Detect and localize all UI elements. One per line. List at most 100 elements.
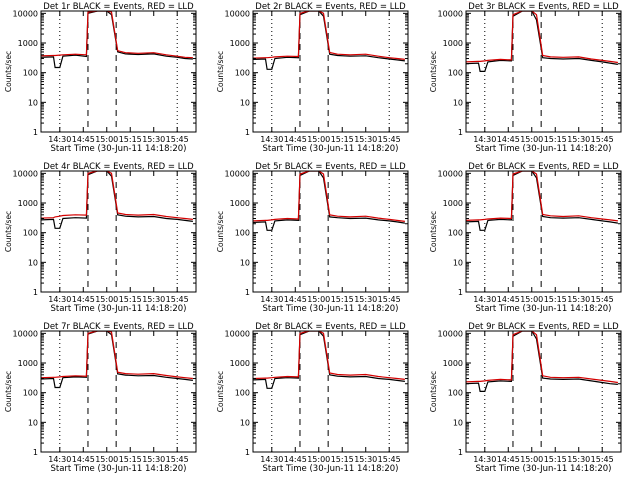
- y-tick-label: 10: [453, 418, 463, 427]
- y-tick-label: 1: [33, 288, 38, 297]
- x-axis-title: Start Time (30-Jun-11 14:18:20): [476, 464, 612, 474]
- plot-frame: [40, 170, 197, 293]
- y-tick-label: 10: [453, 98, 463, 107]
- x-tick-label: 15:45: [591, 455, 614, 464]
- y-tick-label: 1000: [230, 39, 250, 48]
- x-tick-label: 15:30: [354, 135, 377, 144]
- x-tick-label: 14:45: [284, 135, 307, 144]
- x-tick-label: 14:30: [48, 135, 71, 144]
- y-tick-label: 1: [33, 448, 38, 457]
- series-lld-line: [466, 171, 618, 222]
- x-tick-label: 15:15: [119, 455, 142, 464]
- x-tick-label: 15:30: [354, 295, 377, 304]
- y-tick-label: 1: [245, 128, 250, 137]
- x-tick-label: 14:30: [48, 455, 71, 464]
- x-tick-label: 15:45: [166, 455, 189, 464]
- x-tick-label: 15:30: [567, 455, 590, 464]
- x-tick-label: 15:45: [378, 135, 401, 144]
- panel-title: Det 4r BLACK = Events, RED = LLD: [43, 162, 194, 172]
- series-events-line: [253, 171, 405, 231]
- y-tick-label: 10000: [13, 9, 38, 18]
- x-tick-label: 14:30: [473, 295, 496, 304]
- plot-frame: [465, 10, 622, 133]
- y-tick-label: 1: [33, 128, 38, 137]
- y-tick-label: 10000: [438, 329, 463, 338]
- y-tick-label: 100: [23, 69, 38, 78]
- x-axis-title: Start Time (30-Jun-11 14:18:20): [263, 464, 399, 474]
- y-axis-title: Counts/sec: [4, 371, 13, 412]
- x-tick-label: 14:30: [260, 455, 283, 464]
- y-tick-label: 100: [23, 389, 38, 398]
- plot-frame: [252, 10, 409, 133]
- series-events-line: [466, 171, 618, 231]
- x-tick-label: 14:30: [260, 135, 283, 144]
- panel-title: Det 7r BLACK = Events, RED = LLD: [43, 322, 194, 332]
- x-tick-label: 15:15: [119, 135, 142, 144]
- panel-title: Det 1r BLACK = Events, RED = LLD: [43, 2, 194, 12]
- plot-frame: [40, 10, 197, 133]
- plot-frame: [465, 170, 622, 293]
- x-tick-label: 15:45: [591, 295, 614, 304]
- series-events-line: [466, 11, 618, 73]
- series-events-line: [41, 171, 193, 229]
- x-tick-label: 15:45: [166, 135, 189, 144]
- y-tick-label: 10: [240, 418, 250, 427]
- series-events-line: [466, 331, 618, 392]
- x-tick-label: 15:30: [142, 455, 165, 464]
- x-tick-label: 14:45: [72, 295, 95, 304]
- x-tick-label: 15:00: [307, 295, 330, 304]
- detector-panel-8: 1 10 100 1000 10000 14:30 14:45 15:00 15:15 15:30…: [216, 322, 409, 474]
- plot-frame: [40, 330, 197, 453]
- y-tick-label: 1000: [443, 199, 463, 208]
- panel-title: Det 3r BLACK = Events, RED = LLD: [468, 2, 619, 12]
- plot-frame: [252, 170, 409, 293]
- x-tick-label: 15:30: [142, 295, 165, 304]
- detector-panel-4: 1 10 100 1000 10000 14:30 14:45 15:00 15:15 15:30…: [4, 162, 197, 314]
- x-tick-label: 15:45: [378, 295, 401, 304]
- y-tick-label: 1: [458, 448, 463, 457]
- y-tick-label: 1: [245, 288, 250, 297]
- y-tick-label: 10: [28, 418, 38, 427]
- y-axis-title: Counts/sec: [429, 211, 438, 252]
- x-tick-label: 15:00: [520, 135, 543, 144]
- y-axis-title: Counts/sec: [4, 211, 13, 252]
- x-tick-label: 14:45: [497, 135, 520, 144]
- x-tick-label: 14:45: [284, 455, 307, 464]
- plot-frame: [465, 330, 622, 453]
- y-tick-label: 1000: [18, 39, 38, 48]
- y-tick-label: 1: [458, 128, 463, 137]
- y-tick-label: 100: [448, 69, 463, 78]
- y-axis-title: Counts/sec: [216, 51, 225, 92]
- x-axis-title: Start Time (30-Jun-11 14:18:20): [51, 144, 187, 154]
- y-tick-label: 100: [448, 229, 463, 238]
- y-axis-title: Counts/sec: [216, 211, 225, 252]
- y-tick-label: 10: [28, 258, 38, 267]
- series-lld-line: [253, 331, 405, 380]
- series-events-line: [253, 331, 405, 389]
- y-tick-label: 10000: [13, 169, 38, 178]
- x-tick-label: 14:45: [284, 295, 307, 304]
- panel-title: Det 8r BLACK = Events, RED = LLD: [255, 322, 406, 332]
- x-tick-label: 15:15: [331, 455, 354, 464]
- x-tick-label: 15:45: [378, 455, 401, 464]
- x-axis-title: Start Time (30-Jun-11 14:18:20): [476, 144, 612, 154]
- x-axis-title: Start Time (30-Jun-11 14:18:20): [51, 304, 187, 314]
- x-tick-label: 14:30: [48, 295, 71, 304]
- detector-panel-7: 1 10 100 1000 10000 14:30 14:45 15:00 15:15 15:30…: [4, 322, 197, 474]
- y-tick-label: 10000: [225, 329, 250, 338]
- panel-title: Det 9r BLACK = Events, RED = LLD: [468, 322, 619, 332]
- series-lld-line: [253, 11, 405, 60]
- x-tick-label: 15:15: [331, 295, 354, 304]
- y-tick-label: 1000: [230, 359, 250, 368]
- y-tick-label: 1000: [18, 199, 38, 208]
- x-tick-label: 15:15: [119, 295, 142, 304]
- x-tick-label: 15:00: [520, 295, 543, 304]
- y-tick-label: 10000: [225, 9, 250, 18]
- x-tick-label: 14:30: [473, 135, 496, 144]
- x-tick-label: 15:15: [544, 455, 567, 464]
- x-tick-label: 15:15: [331, 135, 354, 144]
- panel-title: Det 6r BLACK = Events, RED = LLD: [468, 162, 619, 172]
- detector-panel-9: 1 10 100 1000 10000 14:30 14:45 15:00 15:15 15:30…: [429, 322, 622, 474]
- x-tick-label: 15:30: [354, 455, 377, 464]
- detector-panel-5: 1 10 100 1000 10000 14:30 14:45 15:00 15:15 15:30…: [216, 162, 409, 314]
